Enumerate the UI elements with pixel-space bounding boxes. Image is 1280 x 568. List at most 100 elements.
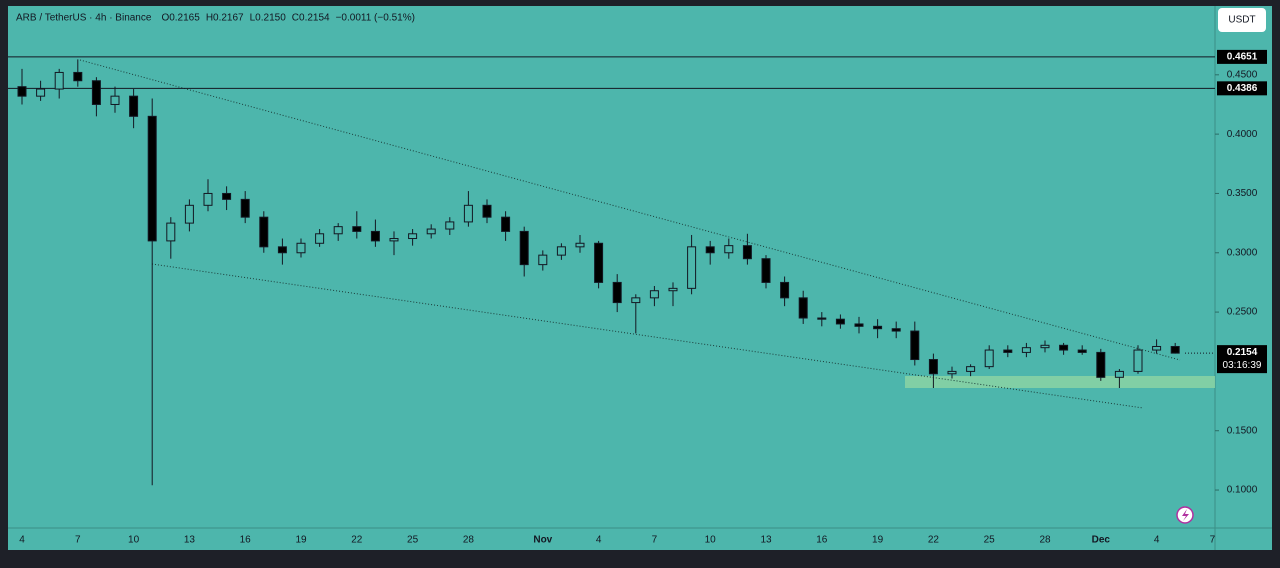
level-tag: [1217, 49, 1267, 64]
level-label: 0.4386: [1227, 83, 1258, 94]
candle-body: [166, 222, 176, 242]
x-tick-label: 13: [184, 535, 196, 546]
x-tick-label: 4: [19, 535, 25, 546]
candle-body: [315, 233, 325, 244]
ohlc-legend: O0.2165 H0.2167 L0.2150 C0.2154 −0.0011 (−0.…: [161, 13, 414, 24]
candle-body: [17, 86, 27, 97]
y-tick-label: 0.2500: [1227, 307, 1258, 318]
ohlc-value: H0.2167: [206, 13, 244, 24]
x-tick-label: 7: [75, 535, 81, 546]
candle-body: [742, 245, 752, 260]
y-tick-label: 0.1000: [1227, 485, 1258, 496]
candle-body: [594, 242, 604, 283]
candle-body: [854, 323, 864, 327]
candle-body: [891, 328, 901, 332]
x-tick-label: Dec: [1092, 535, 1111, 546]
plot-background: [8, 6, 1272, 550]
candle-body: [1133, 349, 1143, 372]
x-tick-label: 19: [872, 535, 884, 546]
candle-body: [147, 115, 157, 242]
x-tick-label: 22: [928, 535, 940, 546]
candle-body: [296, 242, 306, 254]
level-tag: [1217, 81, 1267, 96]
x-tick-label: 25: [407, 535, 419, 546]
currency-label[interactable]: USDT: [1228, 15, 1255, 26]
x-tick-label: Nov: [533, 535, 552, 546]
last-price-tag: [1217, 345, 1267, 374]
candle-body: [129, 95, 139, 117]
candle-body: [1096, 351, 1106, 378]
y-tick-label: 0.4000: [1227, 129, 1258, 140]
candle-body: [817, 317, 827, 320]
candle-body: [649, 290, 659, 299]
y-tick-label: 0.3000: [1227, 247, 1258, 258]
upper-trendline: [79, 59, 1181, 361]
candle-body: [240, 198, 250, 218]
candle-body: [835, 318, 845, 325]
y-tick-label: 0.3500: [1227, 188, 1258, 199]
candle-body: [110, 95, 120, 105]
candle-body: [928, 359, 938, 375]
indicator-bolt: [1182, 509, 1189, 521]
candle-body: [705, 246, 715, 254]
candle-body: [631, 297, 641, 304]
candle-body: [798, 297, 808, 319]
x-tick-label: 13: [760, 535, 772, 546]
candle-body: [482, 204, 492, 218]
x-tick-label: 19: [295, 535, 307, 546]
candle-body: [1059, 344, 1069, 351]
y-tick-label: 0.1500: [1227, 425, 1258, 436]
x-tick-label: 16: [816, 535, 828, 546]
ohlc-value: O0.2165: [161, 13, 200, 24]
candle-body: [724, 245, 734, 254]
candle-body: [445, 221, 455, 230]
x-tick-label: 4: [596, 535, 602, 546]
candle-body: [873, 325, 883, 330]
symbol-title: ARB / TetherUS · 4h · Binance: [16, 13, 152, 24]
candle-body: [761, 258, 771, 283]
x-tick-label: 7: [1210, 535, 1216, 546]
candle-body: [1170, 345, 1180, 354]
candle-body: [1077, 349, 1087, 353]
support-zone: [905, 376, 1215, 388]
candle-body: [36, 88, 46, 97]
candle-body: [370, 230, 380, 242]
candle-body: [966, 366, 976, 372]
candle-body: [203, 192, 213, 206]
level-label: 0.4651: [1227, 52, 1258, 63]
candle-body: [408, 233, 418, 240]
candle-body: [1021, 347, 1031, 353]
candle-body: [259, 216, 269, 248]
candle-body: [277, 246, 287, 254]
candle-body: [222, 192, 232, 200]
candle-body: [1114, 370, 1124, 378]
x-tick-label: 28: [463, 535, 475, 546]
y-tick-label: 0.4500: [1227, 69, 1258, 80]
candle-body: [575, 242, 585, 248]
candle-body: [1040, 344, 1050, 349]
currency-button[interactable]: [1218, 8, 1266, 32]
candle-body: [910, 330, 920, 361]
candle-body: [463, 204, 473, 223]
candle-body: [519, 230, 529, 266]
candle-body: [333, 226, 343, 235]
candle-body: [184, 204, 194, 224]
x-tick-label: 22: [351, 535, 363, 546]
candle-body: [947, 370, 957, 375]
x-tick-label: 4: [1154, 535, 1160, 546]
x-tick-label: 28: [1039, 535, 1051, 546]
candle-body: [538, 254, 548, 266]
ohlc-value: C0.2154: [292, 13, 330, 24]
candle-body: [389, 238, 399, 242]
candle-body: [426, 228, 436, 235]
ohlc-value: L0.2150: [250, 13, 287, 24]
x-tick-label: 10: [128, 535, 140, 546]
candle-body: [780, 281, 790, 299]
x-tick-label: 25: [984, 535, 996, 546]
last-price-label: 0.2154: [1227, 347, 1258, 358]
countdown-label: 03:16:39: [1223, 360, 1262, 371]
x-tick-label: 10: [705, 535, 717, 546]
candle-body: [501, 216, 511, 232]
candle-body: [54, 71, 64, 90]
